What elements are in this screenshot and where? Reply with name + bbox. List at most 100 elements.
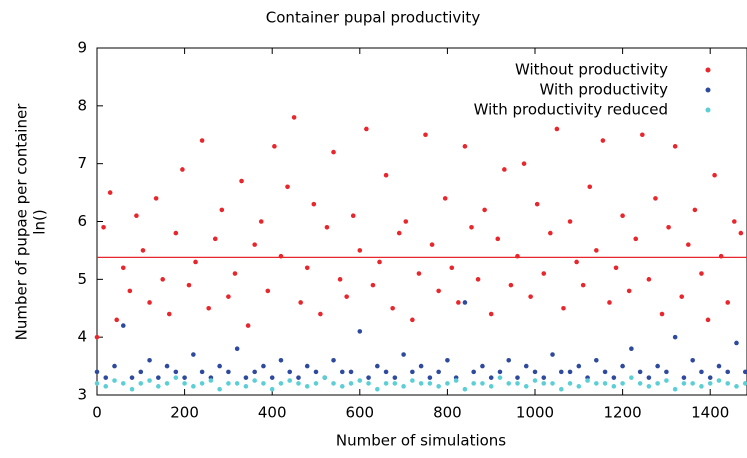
point [344, 294, 349, 299]
point [707, 381, 713, 386]
point [672, 334, 678, 340]
point [261, 381, 266, 386]
point [497, 369, 503, 375]
point [646, 277, 652, 282]
point [640, 132, 645, 138]
point [375, 363, 380, 369]
x-tick-label: 0 [92, 404, 102, 422]
point [515, 381, 520, 386]
point [607, 300, 612, 305]
point [716, 378, 722, 383]
point [147, 300, 152, 305]
point [103, 375, 109, 380]
point [261, 363, 266, 369]
point [659, 311, 665, 317]
legend-marker [705, 87, 711, 93]
point [528, 294, 533, 299]
point [243, 384, 249, 389]
x-tick-label: 400 [258, 404, 287, 422]
y-tick-label: 6 [77, 212, 87, 230]
point [620, 381, 625, 386]
point [285, 184, 290, 190]
point [532, 378, 538, 383]
point [252, 242, 257, 247]
legend-marker [705, 107, 711, 113]
point [348, 381, 354, 386]
point [734, 340, 739, 346]
point [199, 138, 205, 143]
y-tick-label: 3 [77, 386, 87, 404]
point [396, 230, 402, 236]
point [585, 378, 590, 383]
point [147, 378, 152, 383]
point [304, 363, 310, 369]
legend-label: With productivity reduced [474, 101, 668, 119]
point [364, 126, 369, 132]
point [366, 375, 371, 380]
point [272, 144, 277, 149]
point [296, 381, 301, 386]
point [626, 288, 632, 294]
point [339, 369, 345, 375]
point [664, 378, 669, 383]
point [243, 375, 249, 380]
point [318, 311, 323, 317]
point [550, 352, 555, 357]
point [357, 329, 363, 334]
point [725, 381, 731, 386]
point [156, 375, 161, 380]
point [699, 369, 704, 375]
point [692, 207, 698, 213]
x-tick-label: 1400 [691, 404, 729, 422]
point [226, 369, 231, 375]
point [699, 271, 704, 276]
point [153, 196, 159, 201]
point [469, 224, 474, 230]
point [646, 375, 652, 380]
point [377, 259, 382, 265]
point [206, 305, 211, 311]
point [140, 248, 146, 253]
point [738, 230, 744, 236]
point [742, 369, 747, 375]
point [217, 386, 222, 392]
point [637, 369, 643, 375]
point [304, 265, 310, 271]
point [173, 369, 179, 375]
point [392, 375, 398, 380]
x-axis-label: Number of simulations [336, 432, 506, 450]
point [541, 271, 547, 276]
point [716, 363, 722, 369]
point [258, 219, 264, 224]
point [313, 369, 319, 375]
point [278, 381, 284, 386]
point [416, 271, 422, 276]
point [731, 219, 737, 224]
point [278, 358, 284, 363]
point [600, 138, 606, 143]
point [252, 378, 257, 383]
point [350, 213, 356, 219]
y-tick-label: 7 [77, 154, 87, 172]
point [712, 172, 717, 178]
y-tick-label: 4 [77, 328, 87, 346]
point [532, 369, 538, 375]
point [602, 369, 608, 375]
point [629, 375, 634, 380]
point [480, 381, 485, 386]
point [506, 358, 512, 363]
point [370, 282, 376, 288]
point [357, 378, 363, 383]
point [554, 126, 560, 132]
point [383, 369, 389, 375]
point [690, 358, 695, 363]
point [679, 294, 685, 299]
point [550, 381, 555, 386]
point [186, 282, 192, 288]
point [401, 352, 406, 357]
point [348, 369, 354, 375]
point [690, 381, 695, 386]
point [620, 363, 625, 369]
point [234, 346, 240, 352]
point [576, 363, 582, 369]
